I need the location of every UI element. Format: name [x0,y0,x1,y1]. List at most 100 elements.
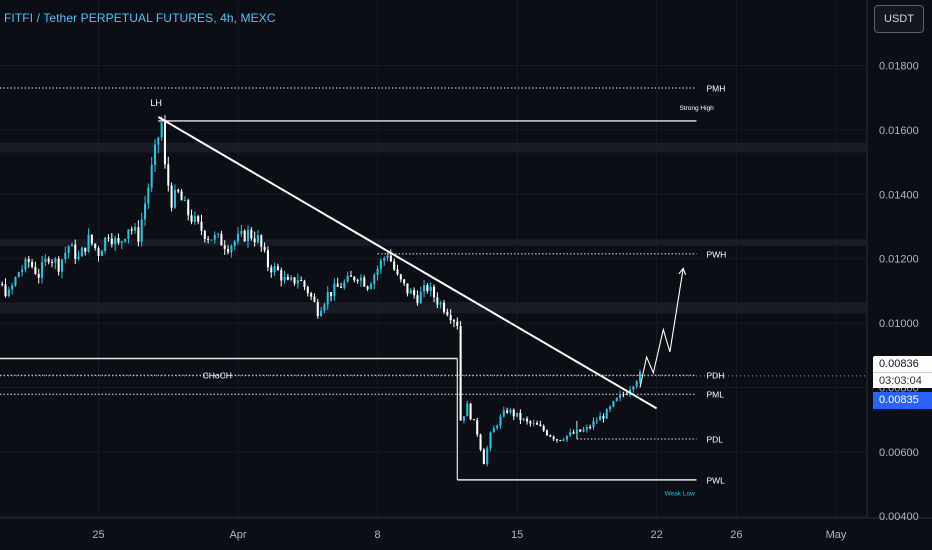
candle-body [380,261,382,269]
zone-band [0,302,866,313]
candle-body [28,259,30,262]
candle-body [403,279,405,283]
level-label: PDL [706,434,723,444]
candle-body [317,302,319,316]
candle-body [609,407,611,410]
candle-body [303,281,305,287]
candle-body [64,253,66,260]
candle-body [214,235,216,240]
candle-body [197,216,199,221]
candle-body [393,261,395,269]
price-axis [867,0,932,550]
candle-body [536,423,538,425]
candle-body [161,122,163,137]
candle-body [433,287,435,297]
candle [460,321,462,421]
candle-body [436,297,438,304]
candle-body [569,432,571,436]
candle-body [480,435,482,450]
candle-body [516,413,518,416]
candle-body [619,394,621,398]
candle-body [181,192,183,201]
last-price-tag: 0.00836 [873,356,932,372]
candle-body [247,230,249,241]
candle-body [194,216,196,222]
candle-body [257,235,259,242]
candle-body [639,372,641,381]
candle-body [184,200,186,201]
candle-body [470,404,472,420]
candle-body [589,427,591,428]
candle-body [526,419,528,422]
candle-body [254,238,256,242]
note-label: LH [150,98,162,108]
candle-body [280,270,282,280]
candle [476,418,478,437]
candle [81,246,83,256]
candle-body [307,287,309,293]
candle-body [489,432,491,448]
candle-body [144,204,146,220]
candle-body [360,278,362,281]
candle-body [97,248,99,256]
bid-price-tag: 0.00835 [873,392,932,409]
candle-body [250,230,252,239]
candle [483,448,485,464]
candle-body [124,239,126,241]
candle-body [31,262,33,267]
candle-body [131,229,133,230]
candle-body [174,190,176,208]
price-tick-label: 0.01400 [879,189,919,201]
candle-body [543,426,545,431]
candle-body [576,429,578,433]
countdown-tag: 03:03:04 [873,372,932,388]
symbol-title[interactable]: FITFI / Tether PERPETUAL FUTURES, 4h, ME… [4,11,276,25]
candle-body [191,215,193,222]
candle-body [117,238,119,243]
candle-body [483,450,485,464]
candle-body [413,290,415,295]
note-label: Weak Low [665,490,696,497]
candle-body [400,274,402,279]
candle-body [473,419,475,420]
candle-body [21,269,23,272]
candle-body [529,421,531,423]
candle-body [18,272,20,277]
candle-body [453,320,455,321]
candle-body [277,266,279,270]
candle-body [141,220,143,242]
candle-body [622,394,624,395]
candle-body [556,439,558,440]
candle-body [387,256,389,258]
candle-body [323,304,325,310]
time-tick-label: Apr [229,529,246,541]
candle [480,434,482,452]
candle-body [224,245,226,248]
candle-body [410,290,412,293]
candle-body [626,394,628,395]
candle [470,403,472,421]
candle-body [476,420,478,434]
zone-band [0,143,866,153]
candle-body [107,238,109,239]
candle-body [41,262,43,278]
candle-body [267,250,269,267]
candle-body [606,409,608,418]
candle-body [396,269,398,274]
candle-body [367,286,369,288]
time-tick-label: 8 [375,529,381,541]
candle-body [390,256,392,262]
candle-body [583,429,585,431]
candle-body [357,280,359,281]
candle-body [61,259,63,271]
level-label: PDH [706,371,724,381]
currency-button[interactable]: USDT [874,5,924,33]
level-label: PWL [706,475,725,485]
candle-body [74,245,76,259]
candle-body [333,284,335,296]
candle-body [1,284,3,285]
candle-body [151,165,153,188]
